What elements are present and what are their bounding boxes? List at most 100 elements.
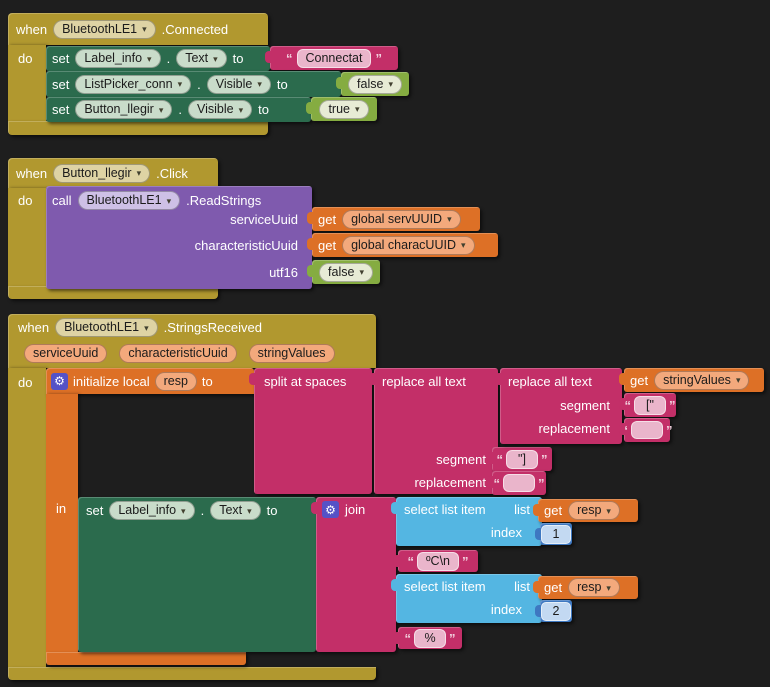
join-block[interactable]: ⚙ join [311,497,396,652]
event-param-stringvalues[interactable]: stringValues [248,344,335,363]
split-at-spaces-label: split at spaces [264,374,347,389]
component-dropdown[interactable]: Button_llegir ▾ [75,100,173,119]
component-dropdown[interactable]: Label_info ▾ [75,49,161,68]
open-quote: “ [621,422,629,438]
initialize-local-block[interactable]: ⚙ initialize local resp to [46,368,254,394]
dot-separator: . [166,51,171,66]
replace-all-text-outer-block[interactable]: replace all text segment replacement [369,368,498,494]
local-variable-field[interactable]: resp [154,371,197,391]
component-dropdown[interactable]: Button_llegir ▾ [53,163,151,183]
chevron-down-icon: ▾ [158,104,164,115]
initialize-local-body[interactable] [46,394,78,652]
property-dropdown[interactable]: Visible ▾ [206,74,271,94]
split-at-spaces-block[interactable]: split at spaces [249,368,372,494]
logic-dropdown[interactable]: false ▾ [348,74,402,94]
variable-dropdown[interactable]: stringValues ▾ [654,370,750,390]
text-field[interactable] [631,421,663,439]
variable-dropdown[interactable]: resp ▾ [568,578,620,597]
logic-false-block[interactable]: false ▾ [336,72,409,96]
event-param-characteristicuuid[interactable]: characteristicUuid [119,344,237,363]
logic-dropdown[interactable]: true ▾ [319,99,369,119]
call-label: call [52,193,72,208]
number-field[interactable]: 1 [541,524,571,544]
chevron-down-icon: ▾ [144,322,149,333]
chevron-down-icon: ▾ [461,240,466,250]
text-field[interactable] [503,474,535,492]
set-labelinfo-text-block[interactable]: set Label_info ▾ . Text ▾ to [46,46,270,71]
text-string-empty-block[interactable]: “ ” [487,471,546,495]
get-stringvalues-block[interactable]: get stringValues ▾ [619,368,764,392]
when-click-foot[interactable] [8,286,218,299]
text-string-block[interactable]: “ [" ” [619,393,676,417]
when-click-block[interactable]: when Button_llegir ▾ .Click [8,158,218,188]
when-connected-foot[interactable] [8,121,268,135]
get-global-servuuid-block[interactable]: get global servUUID ▾ [307,207,480,231]
variable-dropdown[interactable]: resp ▾ [568,501,620,520]
number-block[interactable]: 1 [535,523,572,545]
when-click-body[interactable] [8,188,46,286]
number-block[interactable]: 2 [535,600,572,622]
when-stringsreceived-block[interactable]: when BluetoothLE1 ▾ .StringsReceived ser… [8,314,376,368]
select-list-item-block[interactable]: select list item list index [391,574,542,623]
chevron-down-icon: ▾ [181,505,186,516]
replace-all-text-inner-block[interactable]: replace all text segment replacement [495,368,622,444]
when-connected-body[interactable] [8,45,46,122]
event-param-serviceuuid[interactable]: serviceUuid [24,344,108,363]
in-label: in [56,501,67,516]
get-resp-block[interactable]: get resp ▾ [533,576,638,599]
mutator-gear-icon[interactable]: ⚙ [51,372,68,390]
when-stringsreceived-foot[interactable] [8,667,376,680]
get-label: get [544,580,563,595]
list-label: list [514,579,530,594]
text-field[interactable]: Connectat [296,48,372,68]
text-field[interactable]: % [414,628,446,648]
set-labelinfo-text-block[interactable]: set Label_info ▾ . Text ▾ to [78,497,316,652]
text-string-block[interactable]: “ % ” [393,627,462,649]
text-string-empty-block[interactable]: “ ” [619,418,673,442]
arg-label-utf16: utf16 [269,265,298,280]
set-label: set [52,102,70,117]
property-dropdown[interactable]: Text ▾ [176,49,227,68]
get-resp-block[interactable]: get resp ▾ [533,499,638,522]
to-label: to [258,102,269,117]
logic-true-block[interactable]: true ▾ [306,97,377,121]
when-stringsreceived-body[interactable] [8,368,46,667]
text-field[interactable]: "] [506,449,538,469]
replace-all-text-label: replace all text [508,374,592,389]
when-label: when [16,21,48,37]
component-dropdown[interactable]: Label_info ▾ [109,501,195,520]
when-connected-block[interactable]: when BluetoothLE1 ▾ .Connected [8,13,268,45]
text-string-block[interactable]: “ ºC\n ” [393,550,478,572]
text-field[interactable]: ºC\n [416,551,460,571]
close-quote: ” [375,50,382,66]
event-label: .StringsReceived [163,320,262,335]
variable-dropdown[interactable]: global servUUID ▾ [342,209,461,229]
mutator-gear-icon[interactable]: ⚙ [322,501,339,518]
call-readstrings-block[interactable]: call BluetoothLE1 ▾ .ReadStrings service… [46,186,312,289]
get-global-characuuid-block[interactable]: get global characUUID ▾ [307,233,498,257]
index-label: index [490,602,522,617]
component-dropdown[interactable]: ListPicker_conn ▾ [75,74,192,94]
property-dropdown[interactable]: Text ▾ [210,501,261,520]
initialize-local-foot[interactable] [46,652,246,665]
set-button-visible-block[interactable]: set Button_llegir ▾ . Visible ▾ to [46,97,311,122]
component-dropdown[interactable]: BluetoothLE1 ▾ [53,19,156,39]
text-field[interactable]: [" [634,395,666,415]
select-list-item-block[interactable]: select list item list index [391,497,542,546]
chevron-down-icon: ▾ [247,505,252,516]
to-label: to [201,373,213,389]
set-listpicker-visible-block[interactable]: set ListPicker_conn ▾ . Visible ▾ to [46,71,341,97]
variable-dropdown[interactable]: global characUUID ▾ [342,235,475,255]
select-list-item-label: select list item [404,579,486,594]
text-string-block[interactable]: “ Connectat ” [265,46,398,70]
component-dropdown[interactable]: BluetoothLE1 ▾ [77,191,181,210]
logic-false-block[interactable]: false ▾ [307,260,380,284]
open-quote: “ [407,553,414,569]
open-quote: “ [496,451,504,467]
number-field[interactable]: 2 [541,601,571,621]
component-dropdown[interactable]: BluetoothLE1 ▾ [55,318,158,337]
property-dropdown[interactable]: Visible ▾ [188,100,253,119]
text-string-block[interactable]: “ "] ” [487,447,552,471]
logic-dropdown[interactable]: false ▾ [319,262,373,282]
